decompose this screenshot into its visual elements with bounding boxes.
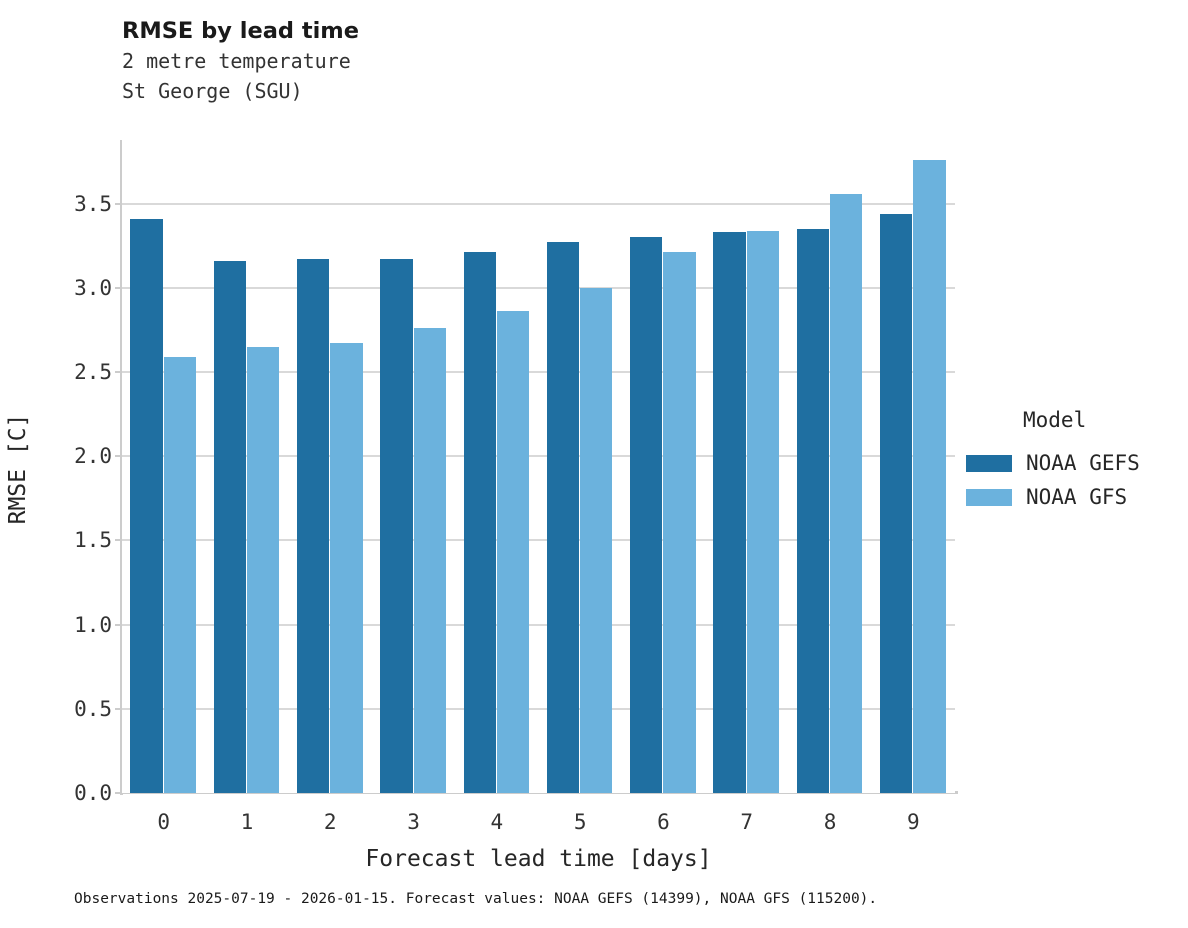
bar — [463, 252, 496, 793]
y-axis-title: RMSE [C] — [5, 413, 31, 525]
legend-entry[interactable]: NOAA GEFS — [966, 446, 1181, 480]
bar — [913, 159, 946, 793]
x-axis-tick-labels: 0 1 2 3 4 5 6 7 8 9 — [0, 812, 1188, 842]
title-block: RMSE by lead time 2 metre temperature St… — [122, 16, 922, 106]
y-tick-mark — [115, 286, 122, 289]
x-tick-label: 3 — [407, 810, 420, 834]
y-tick-label: 3.5 — [74, 191, 112, 216]
x-tick-label: 5 — [573, 810, 587, 834]
gridline — [122, 202, 955, 205]
y-tick-mark — [115, 202, 122, 205]
y-tick-label: 1.5 — [74, 528, 112, 553]
y-tick-mark — [115, 455, 122, 458]
y-tick-mark — [115, 371, 122, 374]
gridline — [122, 371, 955, 374]
bar — [796, 228, 830, 793]
y-tick-label: 2.0 — [74, 444, 112, 469]
y-tick-label: 0.5 — [74, 696, 112, 721]
x-axis-title: Forecast lead time [days] — [365, 846, 712, 872]
legend: Model NOAA GEFS NOAA GFS — [966, 408, 1181, 514]
bar — [163, 356, 196, 793]
bar — [380, 259, 413, 793]
legend-title: Model — [1023, 408, 1087, 432]
bar — [330, 343, 363, 793]
x-tick-label: 8 — [823, 810, 837, 834]
bar — [413, 328, 446, 793]
plot-area — [115, 140, 955, 794]
bar — [663, 252, 696, 793]
gridline — [122, 707, 955, 710]
x-tick-label: 7 — [740, 810, 754, 834]
gridline — [122, 455, 955, 458]
gridline — [122, 539, 955, 542]
x-tick-label: 4 — [490, 810, 504, 834]
y-tick-label: 1.0 — [74, 612, 112, 637]
bar — [213, 260, 246, 793]
legend-entries: NOAA GEFS NOAA GFS — [966, 446, 1181, 514]
bar — [880, 213, 913, 793]
gridline — [122, 623, 955, 626]
bar — [746, 230, 780, 793]
x-tick-label: 6 — [657, 810, 670, 834]
legend-swatch — [966, 488, 1012, 506]
legend-label: NOAA GFS — [1026, 485, 1128, 509]
y-tick-mark — [115, 539, 122, 542]
chart-subtitle-variable: 2 metre temperature — [122, 49, 351, 73]
bar — [246, 346, 280, 793]
y-tick-mark — [115, 792, 122, 794]
x-tick-label: 1 — [240, 810, 254, 834]
bar — [496, 311, 530, 793]
x-tick-label: 9 — [907, 810, 920, 834]
bar — [630, 237, 663, 793]
y-axis-spine — [120, 140, 123, 795]
legend-swatch — [966, 454, 1012, 472]
x-tick-label: 2 — [323, 810, 337, 834]
page-title: RMSE by lead time — [122, 18, 359, 44]
y-tick-label: 3.0 — [74, 275, 112, 300]
bar — [713, 232, 746, 793]
bar — [130, 218, 163, 793]
chart-subtitle-station: St George (SGU) — [122, 79, 303, 103]
figure-caption: Observations 2025-07-19 - 2026-01-15. Fo… — [74, 891, 878, 907]
gridline — [122, 286, 955, 289]
bar — [580, 287, 613, 793]
bar — [546, 242, 580, 793]
y-axis-tick-labels: 0.0 0.5 1.0 1.5 2.0 2.5 3.0 3.5 — [22, 140, 112, 803]
y-tick-label: 2.5 — [74, 360, 112, 385]
legend-entry[interactable]: NOAA GFS — [966, 480, 1181, 514]
bar — [296, 259, 330, 793]
x-tick-label: 0 — [157, 810, 170, 834]
bar — [830, 193, 863, 793]
y-tick-mark — [115, 707, 122, 710]
y-tick-label: 0.0 — [74, 781, 112, 805]
y-tick-mark — [115, 623, 122, 626]
legend-label: NOAA GEFS — [1026, 451, 1140, 475]
